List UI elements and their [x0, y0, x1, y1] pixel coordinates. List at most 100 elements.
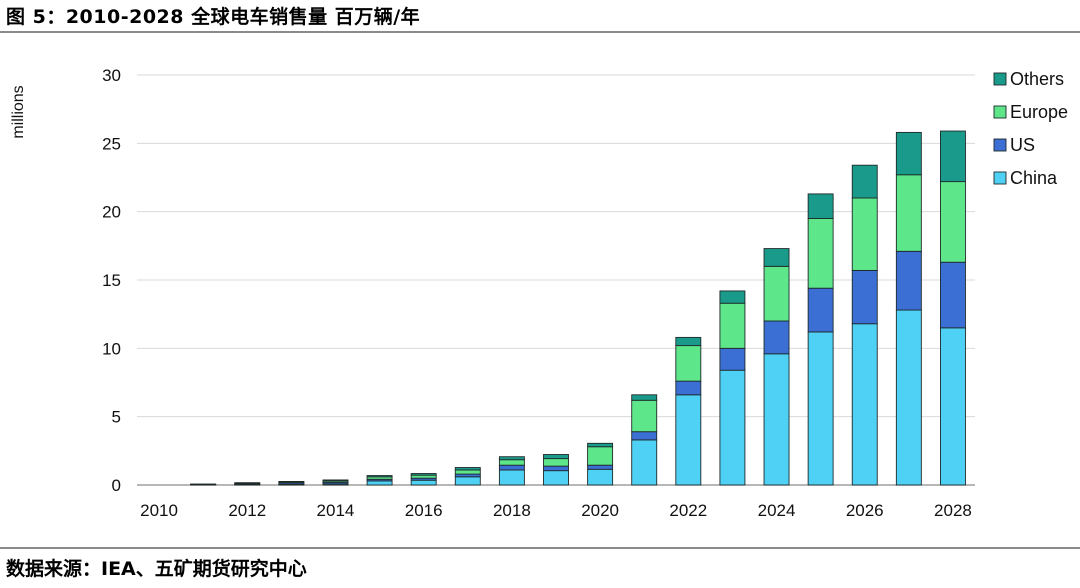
figure-title: 图 5：2010-2028 全球电车销售量 百万辆/年	[6, 6, 421, 28]
bar-stack-2013	[278, 480, 305, 486]
bar-segment-us-2019	[543, 465, 569, 472]
bar-stack-2028	[939, 130, 966, 486]
bar-segment-others-2025	[807, 193, 834, 219]
bar-segment-us-2024	[763, 320, 790, 355]
bar-segment-others-2013	[278, 480, 305, 483]
legend-label-china: China	[1010, 168, 1058, 188]
bar-stack-2015	[366, 475, 393, 486]
x-tick-label: 2010	[140, 501, 178, 520]
bar-segment-europe-2017	[454, 469, 481, 475]
x-tick-label: 2020	[581, 501, 619, 520]
y-tick-label: 0	[112, 476, 121, 495]
bar-stack-2022	[675, 336, 702, 486]
y-tick-label: 30	[102, 66, 121, 85]
y-tick-label: 25	[102, 134, 121, 153]
bar-segment-us-2026	[851, 269, 878, 325]
bar-segment-china-2022	[675, 394, 702, 486]
bar-segment-us-2020	[587, 464, 614, 470]
bar-segment-others-2019	[543, 454, 569, 460]
bar-segment-europe-2020	[587, 446, 614, 466]
bottom-divider	[0, 547, 1080, 549]
x-tick-label: 2022	[669, 501, 707, 520]
x-tick-label: 2012	[228, 501, 266, 520]
legend-label-us: US	[1010, 135, 1035, 155]
bar-segment-us-2028	[939, 261, 966, 329]
bar-stack-2012	[234, 482, 261, 486]
bar-stack-2021	[631, 394, 658, 486]
legend-label-europe: Europe	[1010, 102, 1068, 122]
bar-segment-europe-2022	[675, 345, 702, 382]
bar-stack-2020	[587, 442, 614, 486]
bar-segment-others-2022	[675, 336, 702, 347]
bar-segment-china-2026	[851, 323, 878, 486]
bar-segment-others-2024	[763, 248, 790, 267]
bar-segment-europe-2024	[763, 265, 790, 322]
bar-segment-us-2022	[675, 380, 702, 396]
bar-segment-us-2023	[719, 347, 746, 371]
bar-segment-us-2021	[631, 431, 658, 441]
x-tick-label: 2026	[846, 501, 884, 520]
legend-swatch-others	[993, 72, 1007, 86]
y-tick-label: 5	[112, 408, 121, 427]
bar-stack-2017	[454, 467, 481, 486]
grid-lines	[137, 74, 975, 486]
bar-segment-europe-2018	[498, 459, 525, 466]
bar-segment-china-2021	[631, 439, 658, 486]
y-tick-label: 15	[102, 271, 121, 290]
bar-segment-others-2020	[587, 442, 614, 448]
bar-stack-2027	[895, 131, 922, 486]
bar-segment-others-2014	[322, 479, 349, 482]
y-tick-label: 10	[102, 339, 121, 358]
legend-swatch-us	[993, 138, 1007, 152]
bar-segment-china-2023	[719, 369, 746, 486]
bar-stack-2023	[719, 290, 746, 486]
bar-segment-us-2018	[498, 464, 525, 471]
bar-stack-2026	[851, 164, 878, 486]
x-axis: 2010 2012 2014 2016 2018 2020 2022 2024 2026 2028	[140, 501, 972, 520]
bar-stack-2018	[498, 456, 525, 486]
stacked-bar-chart: 0 5 10 15 20 25 30 2010 2012 2014 2016 2018 2020 202…	[10, 66, 1068, 520]
legend-swatch-china	[993, 171, 1007, 185]
bar-segment-us-2025	[807, 287, 834, 333]
y-axis-label: millions	[10, 85, 27, 138]
y-axis: 0 5 10 15 20 25 30	[102, 66, 121, 495]
bar-segment-china-2018	[498, 469, 525, 486]
bar-segment-china-2020	[587, 468, 614, 486]
x-tick-label: 2014	[317, 501, 355, 520]
x-tick-label: 2028	[934, 501, 972, 520]
bar-segment-china-2016	[410, 479, 437, 486]
bar-segment-europe-2016	[410, 474, 437, 479]
bar-segment-europe-2026	[851, 197, 878, 271]
bar-segment-china-2025	[807, 331, 834, 486]
bar-segment-china-2019	[543, 470, 569, 486]
bar-segment-others-2027	[895, 131, 922, 176]
bar-segment-europe-2027	[895, 174, 922, 252]
bar-stack-2011	[190, 483, 217, 486]
bar-segment-china-2017	[454, 476, 481, 486]
bar-segment-china-2024	[763, 353, 790, 486]
bars	[190, 130, 966, 486]
bar-segment-us-2027	[895, 250, 922, 311]
bar-segment-europe-2023	[719, 302, 746, 349]
bar-segment-others-2018	[498, 456, 525, 461]
bar-segment-others-2015	[366, 475, 393, 478]
source-note: 数据来源：IEA、五矿期货研究中心	[6, 558, 307, 580]
x-tick-label: 2024	[758, 501, 796, 520]
bar-segment-china-2015	[366, 480, 393, 486]
bar-segment-others-2021	[631, 394, 658, 401]
bar-segment-china-2027	[895, 309, 922, 486]
x-tick-label: 2018	[493, 501, 531, 520]
bar-segment-europe-2028	[939, 181, 966, 263]
bar-segment-others-2023	[719, 290, 746, 304]
bar-stack-2019	[543, 454, 569, 486]
top-divider	[0, 31, 1080, 33]
bar-segment-europe-2025	[807, 218, 834, 289]
bar-segment-others-2028	[939, 130, 966, 183]
bar-stack-2016	[410, 473, 437, 486]
bar-segment-europe-2021	[631, 399, 658, 433]
bar-segment-others-2017	[454, 467, 481, 471]
bar-segment-others-2016	[410, 473, 437, 476]
legend: Others Europe US China	[993, 69, 1068, 188]
bar-segment-others-2012	[234, 482, 261, 484]
legend-swatch-europe	[993, 105, 1007, 119]
